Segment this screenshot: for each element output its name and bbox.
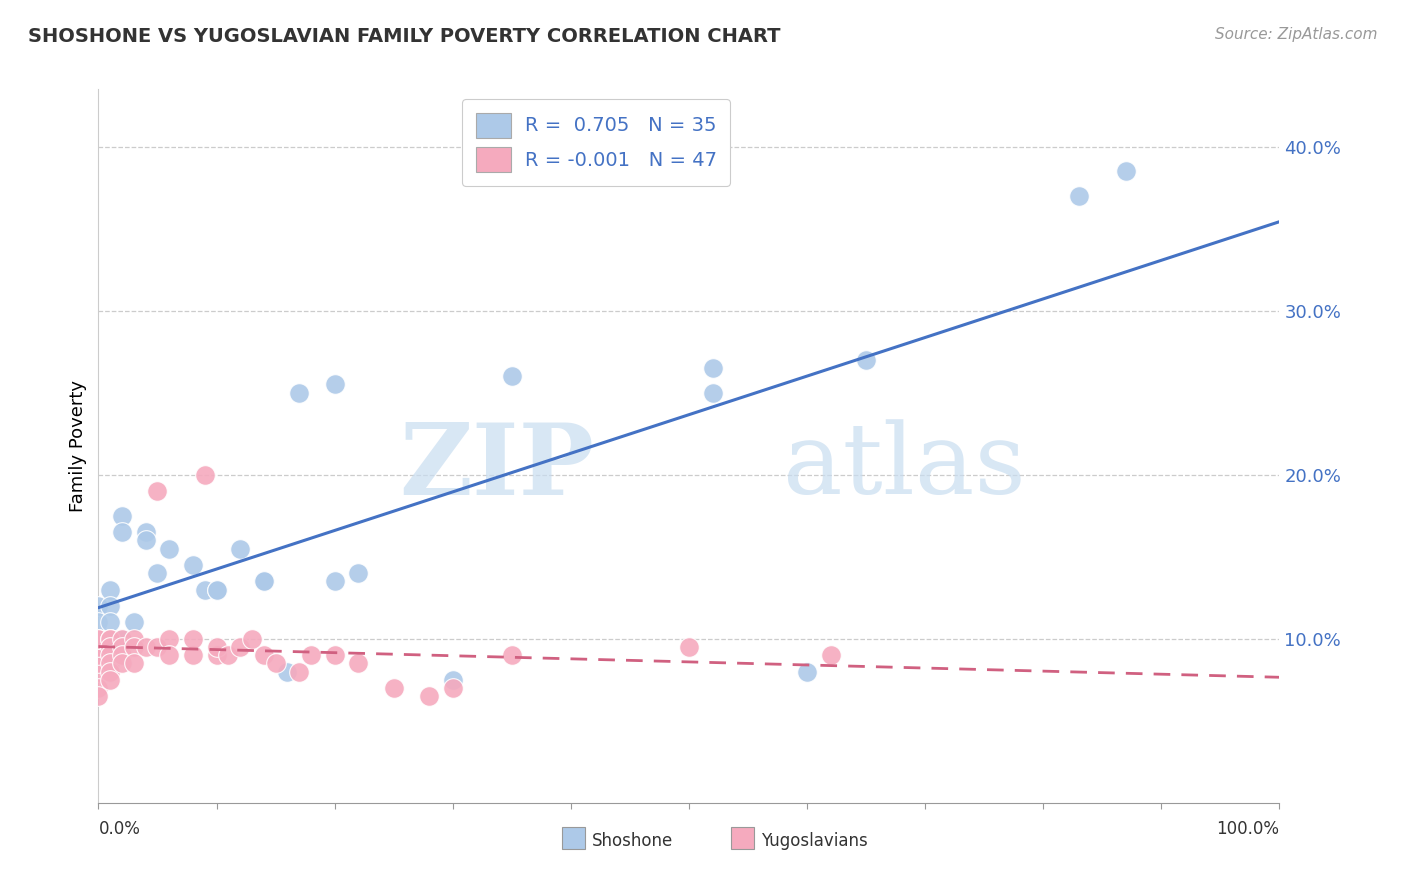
Point bbox=[288, 665, 311, 679]
Point bbox=[98, 632, 121, 646]
Point bbox=[796, 665, 818, 679]
Point bbox=[135, 640, 157, 654]
Point bbox=[820, 648, 842, 662]
Text: SHOSHONE VS YUGOSLAVIAN FAMILY POVERTY CORRELATION CHART: SHOSHONE VS YUGOSLAVIAN FAMILY POVERTY C… bbox=[28, 27, 780, 45]
Point bbox=[253, 648, 276, 662]
Point bbox=[229, 541, 252, 556]
Point bbox=[299, 648, 322, 662]
Text: 100.0%: 100.0% bbox=[1216, 820, 1279, 838]
Point bbox=[217, 648, 239, 662]
Point bbox=[87, 689, 110, 703]
Point bbox=[146, 566, 169, 581]
Point bbox=[98, 648, 121, 662]
Point bbox=[194, 582, 217, 597]
Point bbox=[111, 525, 134, 540]
Point bbox=[205, 648, 228, 662]
Point bbox=[157, 632, 180, 646]
Point bbox=[111, 508, 134, 523]
Point bbox=[87, 657, 110, 671]
Point bbox=[288, 385, 311, 400]
Point bbox=[181, 632, 204, 646]
Point bbox=[205, 582, 228, 597]
Point bbox=[264, 657, 287, 671]
Point bbox=[323, 574, 346, 589]
Point bbox=[111, 632, 134, 646]
Point bbox=[135, 525, 157, 540]
Text: 0.0%: 0.0% bbox=[98, 820, 141, 838]
Point bbox=[157, 541, 180, 556]
Point bbox=[253, 574, 276, 589]
Point bbox=[855, 352, 877, 367]
Point bbox=[87, 632, 110, 646]
Point bbox=[253, 574, 276, 589]
Point bbox=[98, 615, 121, 630]
Point bbox=[205, 582, 228, 597]
Point bbox=[87, 681, 110, 695]
Point bbox=[323, 648, 346, 662]
Point bbox=[501, 648, 523, 662]
Point bbox=[122, 657, 145, 671]
Point bbox=[441, 673, 464, 687]
Point bbox=[87, 599, 110, 613]
Point bbox=[323, 377, 346, 392]
Text: ZIP: ZIP bbox=[399, 419, 595, 516]
Point bbox=[418, 689, 440, 703]
Point bbox=[702, 385, 724, 400]
Point bbox=[122, 632, 145, 646]
Point bbox=[111, 657, 134, 671]
Point bbox=[678, 640, 700, 654]
Point bbox=[87, 632, 110, 646]
Point bbox=[98, 673, 121, 687]
Point bbox=[98, 665, 121, 679]
Point bbox=[181, 558, 204, 572]
Point bbox=[111, 640, 134, 654]
Point bbox=[146, 640, 169, 654]
Point bbox=[1115, 164, 1137, 178]
Text: Yugoslavians: Yugoslavians bbox=[761, 832, 868, 850]
Point bbox=[347, 657, 370, 671]
Point bbox=[135, 533, 157, 548]
Y-axis label: Family Poverty: Family Poverty bbox=[69, 380, 87, 512]
Point bbox=[98, 582, 121, 597]
Point bbox=[87, 640, 110, 654]
Point bbox=[501, 369, 523, 384]
Point bbox=[111, 648, 134, 662]
Point bbox=[87, 632, 110, 646]
Point bbox=[98, 632, 121, 646]
Point bbox=[229, 640, 252, 654]
Point bbox=[111, 632, 134, 646]
Point bbox=[181, 648, 204, 662]
Text: Source: ZipAtlas.com: Source: ZipAtlas.com bbox=[1215, 27, 1378, 42]
Point bbox=[240, 632, 263, 646]
Point bbox=[276, 665, 298, 679]
Point bbox=[441, 681, 464, 695]
Point bbox=[87, 665, 110, 679]
Legend: R =  0.705   N = 35, R = -0.001   N = 47: R = 0.705 N = 35, R = -0.001 N = 47 bbox=[463, 99, 730, 186]
Point bbox=[157, 648, 180, 662]
Point bbox=[1067, 189, 1090, 203]
Point bbox=[194, 467, 217, 482]
Point bbox=[98, 632, 121, 646]
Point bbox=[87, 648, 110, 662]
Point bbox=[382, 681, 405, 695]
Text: atlas: atlas bbox=[783, 419, 1026, 516]
Point bbox=[347, 566, 370, 581]
Point bbox=[122, 615, 145, 630]
Point bbox=[98, 640, 121, 654]
Point bbox=[98, 599, 121, 613]
Point bbox=[122, 640, 145, 654]
Text: Shoshone: Shoshone bbox=[592, 832, 673, 850]
Point bbox=[702, 361, 724, 376]
Point bbox=[98, 657, 121, 671]
Point bbox=[87, 615, 110, 630]
Point bbox=[146, 484, 169, 499]
Point bbox=[205, 640, 228, 654]
